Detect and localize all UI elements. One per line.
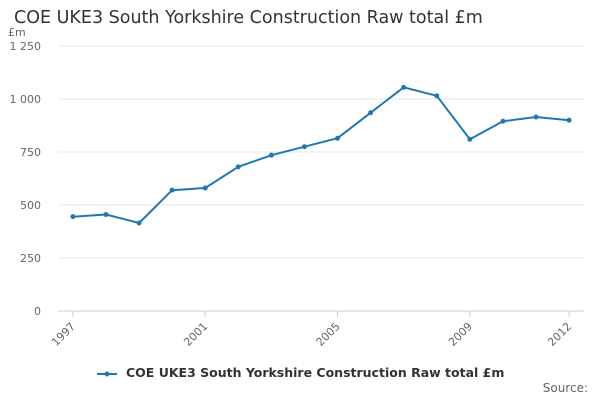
y-tick-label: 1 000	[10, 93, 42, 106]
data-point	[467, 136, 473, 142]
x-tick-label: 2001	[181, 320, 210, 349]
data-point	[533, 114, 539, 120]
data-point	[500, 118, 506, 124]
y-tick-labels: 0 250 500 750 1 000 1 250	[10, 40, 42, 318]
gridlines	[58, 45, 584, 312]
series-line	[72, 86, 570, 224]
line-chart: £m 0 250 500 750 1 000 1 250 1997 2001 2005 2009…	[8, 26, 584, 349]
y-tick-label: 0	[34, 305, 41, 318]
chart-title: COE UKE3 South Yorkshire Construction Ra…	[14, 8, 483, 28]
data-point	[566, 117, 572, 123]
data-point	[434, 93, 440, 99]
data-point	[70, 214, 76, 220]
x-tick-label: 2009	[446, 320, 475, 349]
data-point	[103, 212, 109, 218]
data-point	[335, 135, 341, 141]
x-tick-labels: 1997 2001 2005 2009 2012	[49, 311, 574, 349]
data-point	[368, 110, 374, 116]
data-point	[301, 144, 307, 150]
source-label: Source:	[542, 381, 588, 395]
data-point	[136, 220, 142, 226]
x-tick-label: 1997	[49, 320, 78, 349]
data-point	[401, 84, 407, 90]
x-tick-label: 2005	[314, 320, 343, 349]
legend-line-marker-icon	[96, 371, 117, 376]
data-point	[235, 164, 241, 170]
y-tick-label: 1 250	[10, 40, 42, 53]
x-tick-label: 2012	[545, 320, 574, 349]
data-point	[202, 185, 208, 191]
y-tick-label: 250	[20, 252, 41, 265]
y-tick-label: 750	[20, 146, 41, 159]
series-group	[70, 84, 572, 226]
data-point	[169, 187, 175, 193]
y-axis-label: £m	[8, 26, 26, 39]
data-point	[268, 152, 274, 158]
legend-label: COE UKE3 South Yorkshire Construction Ra…	[126, 365, 505, 380]
y-tick-label: 500	[20, 199, 41, 212]
legend[interactable]: COE UKE3 South Yorkshire Construction Ra…	[0, 365, 600, 380]
